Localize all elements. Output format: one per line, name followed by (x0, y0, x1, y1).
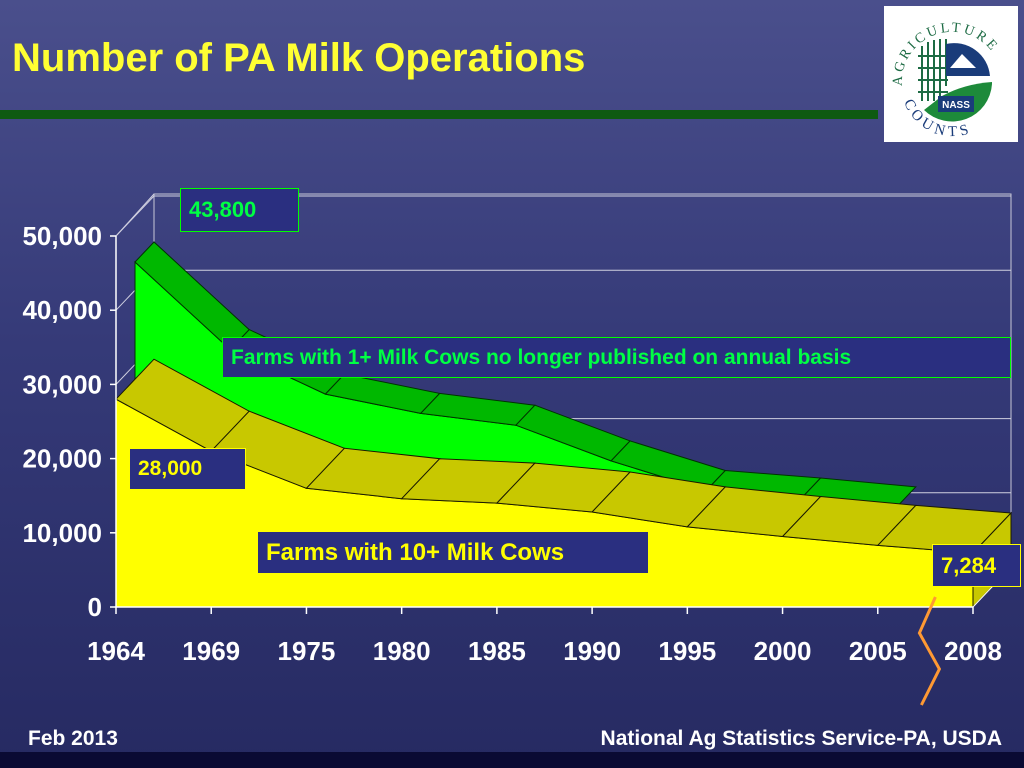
x-tick-label: 2000 (754, 636, 812, 666)
x-tick-label: 1995 (658, 636, 716, 666)
one-plus-cows-note-callout: Farms with 1+ Milk Cows no longer publis… (222, 337, 1011, 378)
x-tick-label: 1985 (468, 636, 526, 666)
x-tick-label: 1969 (182, 636, 240, 666)
footer-date: Feb 2013 (28, 727, 118, 750)
title-underline (0, 110, 878, 119)
nass-agriculture-counts-logo: NASS AGRICULTURE COUNTS (884, 6, 1018, 142)
x-tick-label: 1964 (87, 636, 145, 666)
logo-badge-text: NASS (942, 100, 970, 111)
y-tick-label: 50,000 (22, 221, 102, 251)
x-tick-label: 1990 (563, 636, 621, 666)
y-tick-label: 40,000 (22, 295, 102, 325)
y-tick-label: 20,000 (22, 444, 102, 474)
side-wall-top (115, 193, 155, 237)
peak-value-callout: 43,800 (180, 188, 299, 232)
x-tick-label: 1980 (373, 636, 431, 666)
x-tick-label: 2005 (849, 636, 907, 666)
end-value-callout: 7,284 (932, 544, 1021, 587)
y-tick-label: 0 (88, 592, 102, 622)
x-tick-label: 1975 (278, 636, 336, 666)
start-value-callout: 28,000 (129, 448, 246, 490)
footer-source: National Ag Statistics Service-PA, USDA (600, 727, 1002, 750)
y-tick-label: 10,000 (22, 518, 102, 548)
footer-band (0, 752, 1024, 768)
axis-break-marker (917, 596, 942, 706)
x-tick-label: 2008 (944, 636, 1002, 666)
slide-title: Number of PA Milk Operations (12, 36, 586, 80)
y-tick-label: 30,000 (22, 369, 102, 399)
ten-plus-cows-label: Farms with 10+ Milk Cows (257, 531, 649, 574)
